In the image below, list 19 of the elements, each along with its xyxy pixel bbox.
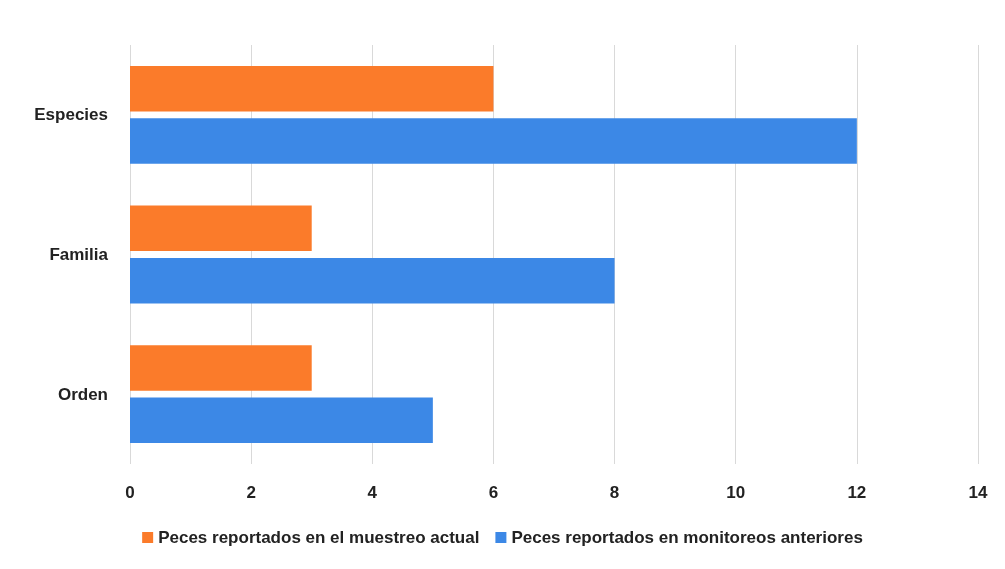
bar: [130, 257, 615, 304]
y-tick-label: Orden: [57, 384, 108, 404]
bar: [130, 205, 312, 252]
x-tick-label: 6: [488, 483, 499, 502]
x-tick-label: 8: [609, 483, 620, 502]
y-tick-label: Especies: [34, 105, 108, 125]
x-tick-label: 0: [125, 483, 135, 502]
x-tick-label: 12: [847, 483, 867, 502]
x-tick-label: 10: [726, 483, 746, 502]
x-tick-label: 14: [968, 483, 988, 502]
bar: [130, 345, 312, 391]
bar: [130, 118, 857, 164]
x-tick-label: 4: [367, 483, 378, 502]
y-tick-label: Familia: [49, 245, 109, 264]
legend-label: Peces reportados en el muestreo actual: [158, 528, 480, 547]
x-tick-label: 2: [246, 483, 256, 502]
legend-label: Peces reportados en monitoreos anteriores: [511, 528, 863, 547]
bar: [130, 397, 433, 444]
bar: [130, 65, 494, 112]
